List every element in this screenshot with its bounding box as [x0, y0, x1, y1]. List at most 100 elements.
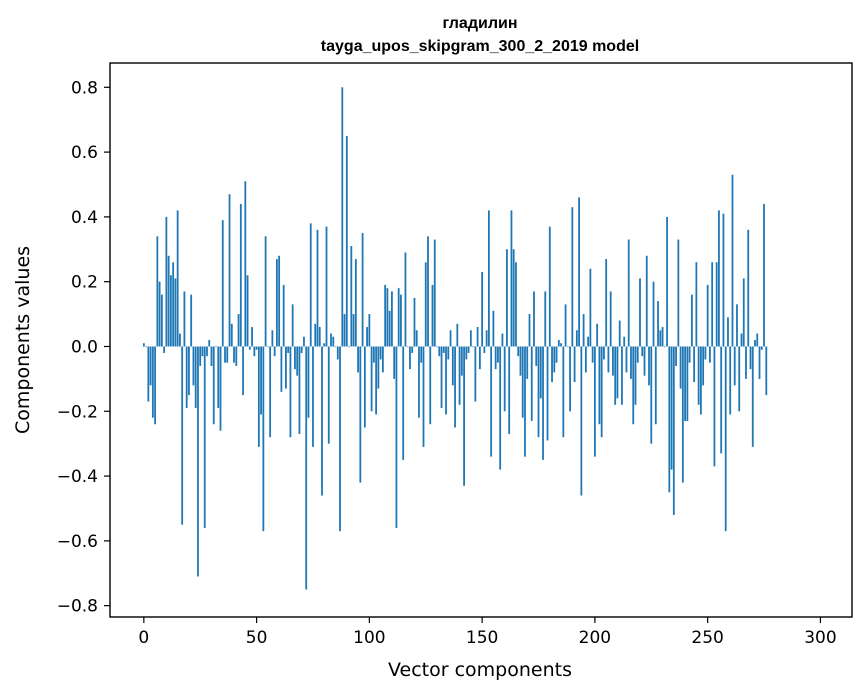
y-axis: −0.8 −0.6 −0.4 −0.2 0.0 0.2 0.4 0.6 0.8: [57, 78, 110, 617]
bar: [521, 346, 524, 418]
bar: [400, 294, 402, 347]
bar: [652, 281, 655, 347]
bar: [542, 346, 544, 460]
bar: [158, 281, 161, 347]
bar: [262, 346, 265, 532]
bar: [411, 346, 414, 353]
bar: [555, 346, 558, 363]
bar: [636, 346, 639, 363]
bar: [172, 262, 175, 347]
bar: [377, 346, 380, 389]
bar: [246, 275, 249, 347]
bar: [325, 226, 328, 347]
bar: [185, 346, 188, 409]
bar: [494, 346, 497, 370]
bar: [641, 346, 644, 357]
bar: [727, 317, 729, 347]
bar: [713, 346, 716, 467]
bar: [654, 346, 657, 425]
bar: [330, 333, 332, 347]
y-tick-label: −0.6: [57, 532, 98, 552]
bar: [438, 346, 441, 357]
bar: [560, 343, 562, 347]
bar: [702, 346, 705, 386]
bar: [197, 346, 199, 577]
bar: [760, 346, 763, 350]
y-tick-label: 0.6: [71, 143, 98, 163]
bar: [357, 346, 359, 373]
bar: [751, 346, 754, 447]
bar: [343, 314, 346, 347]
bar: [372, 346, 375, 363]
bar: [183, 291, 186, 347]
bar: [492, 310, 495, 347]
bar: [275, 259, 278, 347]
bar: [282, 284, 285, 347]
bar: [571, 207, 574, 347]
bar: [724, 346, 727, 532]
bar: [562, 346, 565, 438]
bar: [722, 213, 725, 347]
bar: [690, 294, 693, 347]
bar: [668, 346, 671, 493]
bar: [605, 259, 608, 347]
bar: [354, 259, 357, 347]
bar: [404, 252, 407, 347]
bar: [206, 346, 208, 357]
bar: [316, 229, 319, 347]
bar: [169, 275, 172, 347]
bar: [440, 346, 443, 409]
bar: [361, 233, 364, 347]
bar: [569, 346, 571, 412]
bar: [332, 336, 335, 347]
bar: [699, 346, 702, 415]
plot-area-frame: [109, 62, 853, 618]
bar: [287, 346, 290, 353]
bar: [745, 346, 747, 379]
bar: [230, 323, 233, 347]
bar: [582, 314, 585, 347]
bar: [537, 346, 540, 438]
bar: [609, 291, 612, 347]
bar: [409, 346, 411, 370]
y-tick-label: 0.2: [71, 273, 98, 293]
bar: [192, 346, 195, 386]
bar: [323, 343, 326, 347]
bar: [285, 346, 287, 389]
x-tick-label: 0: [138, 628, 149, 648]
bar: [156, 236, 159, 347]
bar: [589, 268, 592, 347]
bar: [472, 346, 474, 348]
bar: [467, 346, 470, 353]
bar: [422, 346, 425, 447]
bar: [533, 291, 535, 347]
bar: [546, 346, 549, 441]
bar: [264, 236, 267, 347]
bar: [147, 346, 150, 402]
bar: [627, 239, 630, 347]
bar: [381, 346, 384, 373]
bar: [219, 346, 222, 431]
bar: [224, 346, 226, 363]
bar: [271, 330, 274, 347]
bar: [151, 346, 154, 418]
bar: [165, 216, 168, 347]
bar: [179, 333, 181, 347]
bar: [596, 323, 599, 347]
bar: [672, 346, 675, 515]
bar: [474, 346, 477, 402]
bar: [528, 314, 531, 347]
bar: [145, 346, 147, 348]
bar: [517, 346, 520, 357]
bar: [305, 346, 308, 590]
bar: [402, 346, 405, 460]
bar: [447, 346, 450, 360]
bar: [634, 346, 637, 405]
bar: [199, 346, 202, 366]
bar: [731, 174, 734, 347]
bar: [397, 288, 400, 347]
bar: [451, 346, 454, 386]
bar: [253, 346, 256, 357]
bar: [469, 330, 472, 347]
bar: [738, 346, 741, 412]
